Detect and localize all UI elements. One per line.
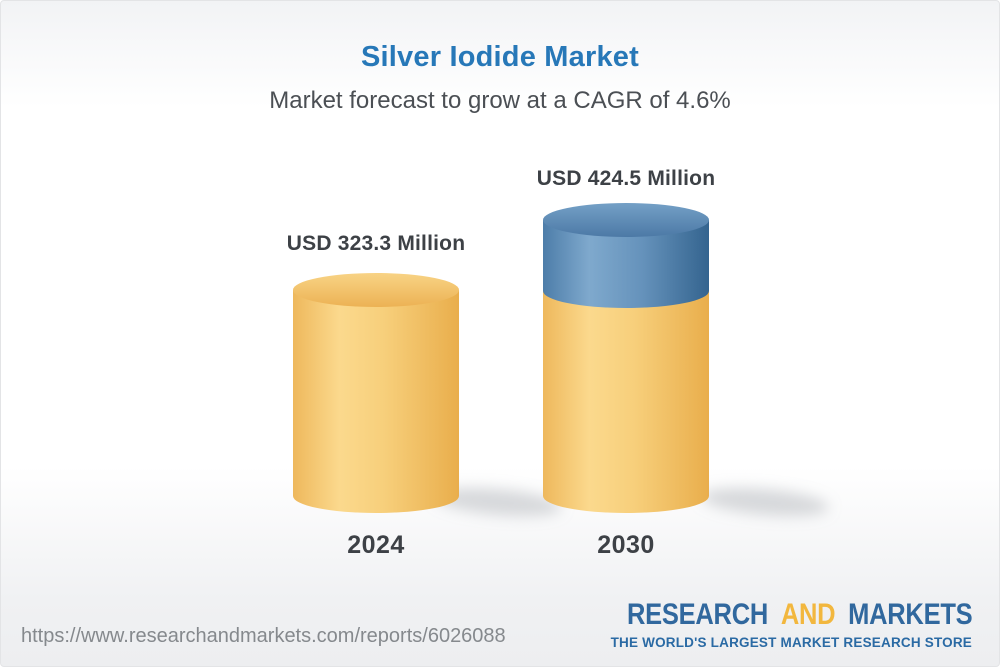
axis-label-2030: 2030: [597, 531, 655, 559]
bar-2024-shadow: [434, 487, 562, 517]
bar-2030-base-body: [543, 289, 709, 513]
bar-2030-shadow: [701, 487, 829, 517]
brand-logo: RESEARCH AND MARKETS THE WORLD'S LARGEST…: [566, 598, 973, 650]
source-url: https://www.researchandmarkets.com/repor…: [21, 625, 506, 647]
logo-tagline: THE WORLD'S LARGEST MARKET RESEARCH STOR…: [610, 635, 972, 650]
bar-2024-body: [293, 290, 459, 513]
value-label-2030: USD 424.5 Million: [536, 167, 716, 190]
bar-2030-top-face: [543, 203, 709, 237]
axis-label-2024: 2024: [347, 531, 405, 559]
bar-2024-top-face: [293, 273, 459, 307]
bar-2030-growth-body: [543, 220, 709, 308]
logo-word-research: RESEARCH: [626, 598, 768, 631]
logo-word-and: AND: [780, 598, 835, 631]
value-label-2024: USD 323.3 Million: [286, 232, 466, 255]
page-title: Silver Iodide Market: [361, 41, 639, 73]
brand-wordmark: RESEARCH AND MARKETS: [626, 598, 973, 632]
logo-word-markets: MARKETS: [847, 598, 973, 631]
page-subtitle: Market forecast to grow at a CAGR of 4.6…: [269, 87, 731, 114]
